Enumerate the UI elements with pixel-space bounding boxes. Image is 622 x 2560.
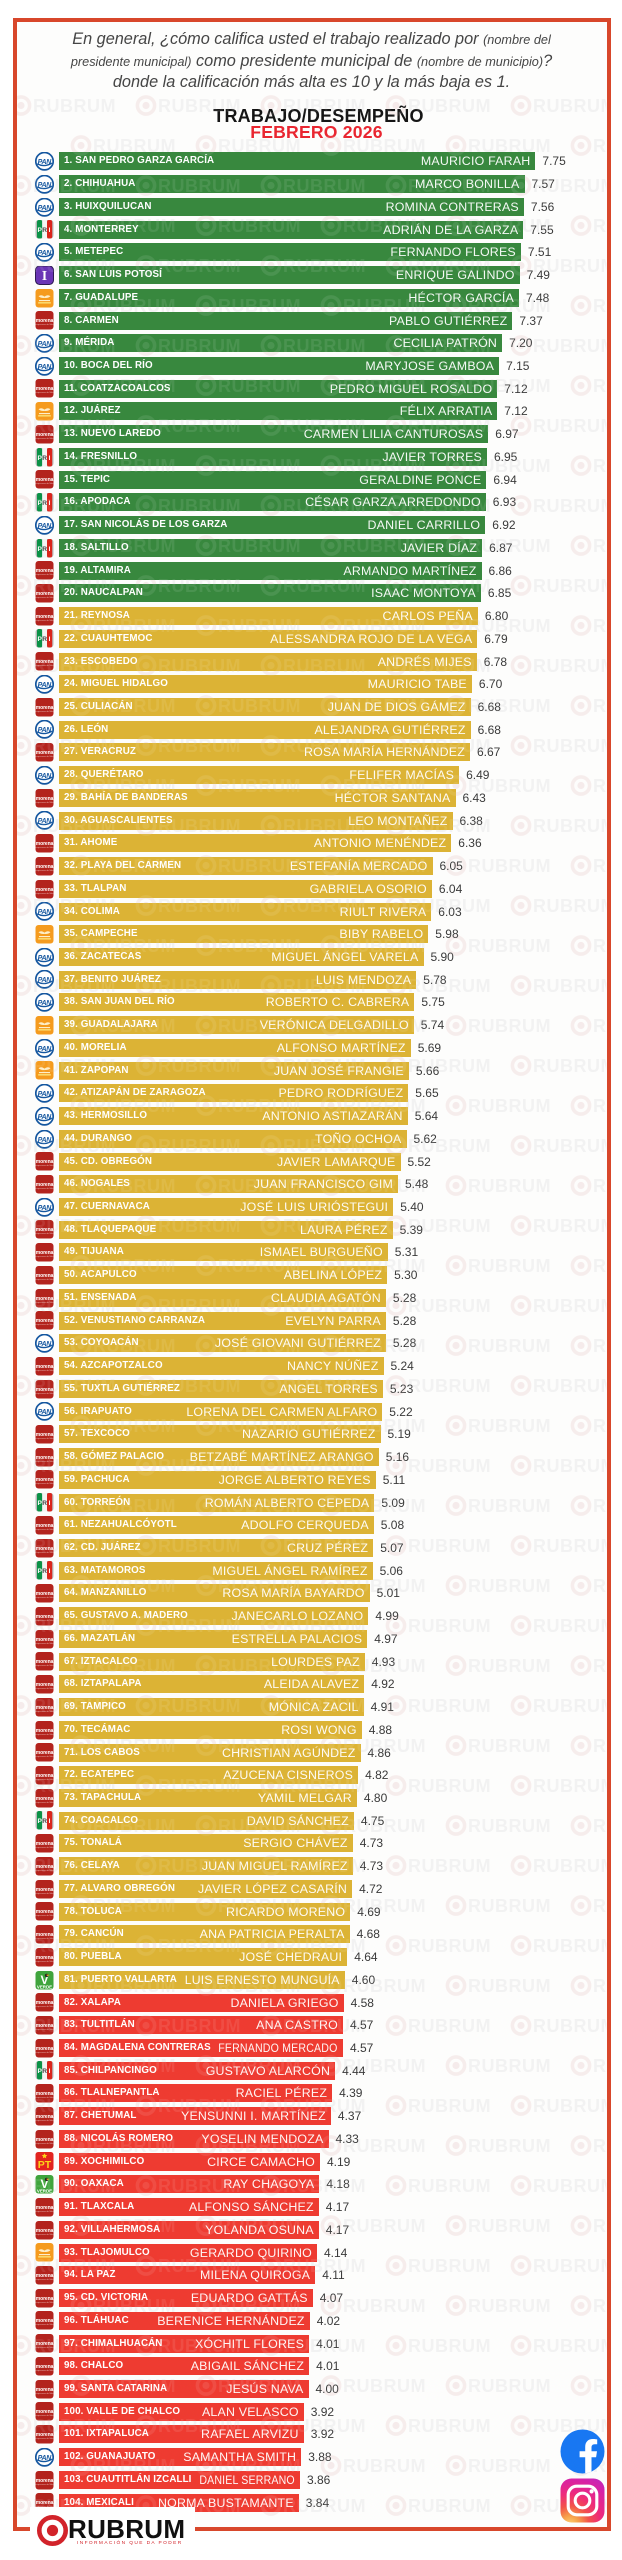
svg-text:INFORMACIÓN QUE DA PODER: INFORMACIÓN QUE DA PODER bbox=[77, 2539, 183, 2546]
svg-text:RUBRUM: RUBRUM bbox=[68, 2514, 185, 2544]
